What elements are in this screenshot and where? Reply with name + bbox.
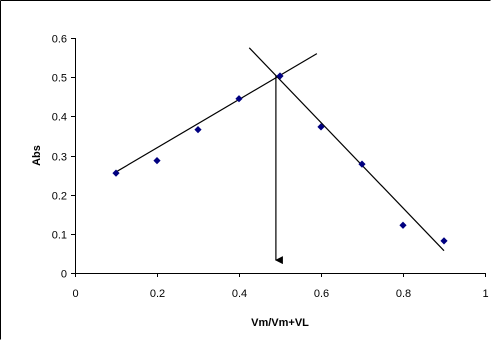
trend-line-1 <box>115 53 318 173</box>
trend-line-layer <box>115 47 445 252</box>
data-point <box>440 237 448 245</box>
y-tick-label: 0.4 <box>52 112 67 124</box>
data-point <box>112 169 120 177</box>
y-tick-label: 0.5 <box>52 73 67 85</box>
data-point <box>358 160 366 168</box>
y-tick-label: 0.1 <box>52 230 67 242</box>
x-tick-label: 0.6 <box>314 288 329 300</box>
x-tick-label: 0 <box>72 288 78 300</box>
x-tick-label: 0.4 <box>232 288 247 300</box>
y-tick-label: 0.2 <box>52 191 67 203</box>
x-tick-label: 1 <box>482 288 488 300</box>
data-point <box>194 126 202 134</box>
data-point <box>276 72 284 80</box>
y-tick-label: 0.6 <box>52 34 67 46</box>
x-tick-label: 0.8 <box>396 288 411 300</box>
x-tick-label: 0.2 <box>150 288 165 300</box>
axes-layer <box>71 38 486 277</box>
x-axis-title: Vm/Vm+VL <box>251 317 309 329</box>
data-point <box>399 221 407 229</box>
data-points-layer <box>112 72 448 245</box>
data-point <box>317 123 325 131</box>
y-axis-title: Abs <box>31 145 43 166</box>
labels-layer: 0 0.1 0.2 0.3 0.4 0.5 0.6 0 0.2 0.4 0.6 0.8 1 Vm/Vm+V… <box>31 34 489 330</box>
y-tick-label: 0 <box>61 269 67 281</box>
data-point <box>153 156 161 165</box>
trend-line-2 <box>248 47 445 252</box>
data-point <box>235 95 243 103</box>
y-tick-label: 0.3 <box>52 152 67 164</box>
